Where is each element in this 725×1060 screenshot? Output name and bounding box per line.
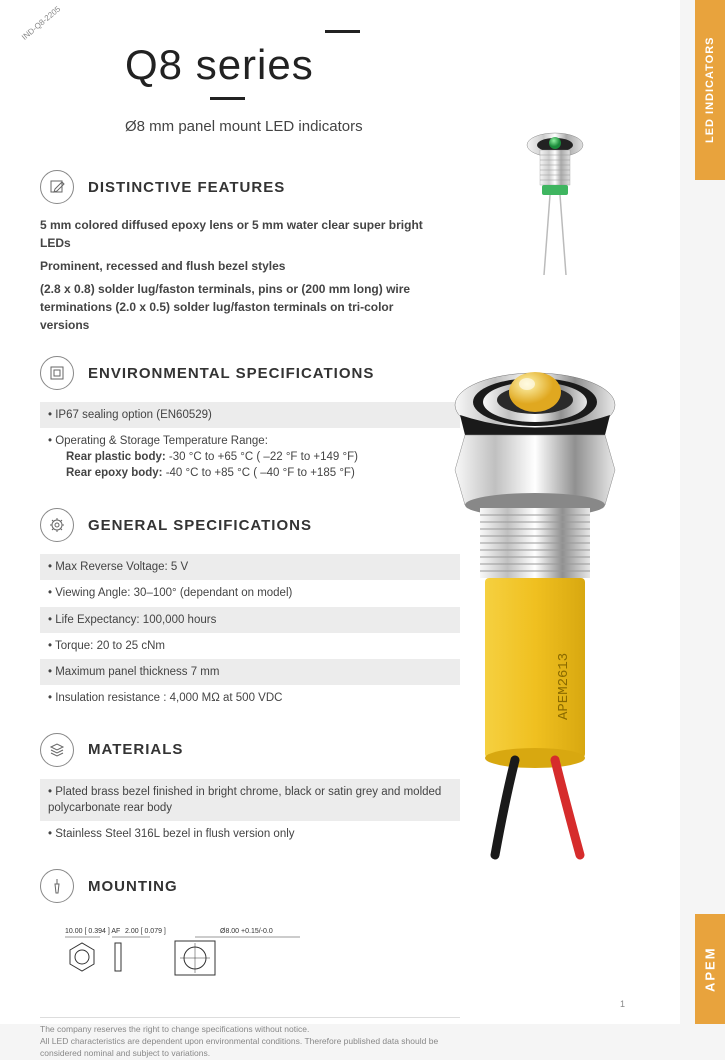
section-title: DISTINCTIVE FEATURES bbox=[88, 179, 285, 196]
spec-value: -30 °C to +65 °C ( –22 °F to +149 °F) bbox=[169, 451, 358, 463]
spec-line: • Operating & Storage Temperature Range:… bbox=[40, 428, 460, 486]
page-number: 1 bbox=[620, 999, 625, 1009]
edit-icon bbox=[40, 170, 74, 204]
spec-line: • Plated brass bezel finished in bright … bbox=[40, 779, 460, 821]
dim-text: Ø8.00 +0.15/-0.0 bbox=[220, 928, 273, 935]
spec-line: • Torque: 20 to 25 cNm bbox=[40, 633, 460, 659]
spec-line: • Viewing Angle: 30–100° (dependant on m… bbox=[40, 580, 460, 606]
spec-line: • Max Reverse Voltage: 5 V bbox=[40, 554, 460, 580]
product-image-green-led bbox=[500, 120, 610, 280]
title-rule bbox=[325, 30, 360, 33]
spec-value: -40 °C to +85 °C ( –40 °F to +185 °F) bbox=[166, 467, 355, 479]
svg-text:APEM2613: APEM2613 bbox=[556, 653, 572, 720]
screwdriver-icon bbox=[40, 869, 74, 903]
spec-line: • IP67 sealing option (EN60529) bbox=[40, 402, 460, 428]
section-title: GENERAL SPECIFICATIONS bbox=[88, 517, 312, 534]
section-title: MOUNTING bbox=[88, 878, 178, 895]
dim-text: 2.00 [ 0.079 ] bbox=[125, 928, 166, 935]
sidebar: LED INDICATORS APEM bbox=[680, 0, 725, 1024]
feature-line: 5 mm colored diffused epoxy lens or 5 mm… bbox=[40, 216, 440, 252]
datasheet-page: IND-Q8-2205 Q8 series Ø8 mm panel mount … bbox=[0, 0, 680, 1024]
document-code: IND-Q8-2205 bbox=[20, 4, 62, 41]
spec-line: • Insulation resistance : 4,000 MΩ at 50… bbox=[40, 685, 460, 711]
spec-line: • Life Expectancy: 100,000 hours bbox=[40, 607, 460, 633]
footnote-line: The company reserves the right to change… bbox=[40, 1024, 460, 1036]
footnote-line: All LED characteristics are dependent up… bbox=[40, 1036, 460, 1060]
sidebar-category: LED INDICATORS bbox=[695, 0, 725, 180]
spec-label: Rear epoxy body: bbox=[66, 467, 163, 479]
section-header: MOUNTING bbox=[40, 869, 640, 903]
spec-line: • Maximum panel thickness 7 mm bbox=[40, 659, 460, 685]
product-image-yellow-led: APEM2613 bbox=[445, 360, 625, 860]
spec-line: • Stainless Steel 316L bezel in flush ve… bbox=[40, 821, 460, 847]
page-title: Q8 series bbox=[125, 41, 640, 89]
layers-icon bbox=[40, 733, 74, 767]
sidebar-brand: APEM bbox=[695, 914, 725, 1024]
section-title: ENVIRONMENTAL SPECIFICATIONS bbox=[88, 365, 374, 382]
feature-line: (2.8 x 0.8) solder lug/faston terminals,… bbox=[40, 280, 440, 334]
spec-sub: Rear plastic body: -30 °C to +65 °C ( –2… bbox=[48, 451, 358, 463]
spec-text: • Operating & Storage Temperature Range: bbox=[48, 435, 268, 447]
section-mounting: MOUNTING 10.00 [ 0.394 ] AF 2.00 [ 0.079… bbox=[40, 869, 640, 995]
square-icon bbox=[40, 356, 74, 390]
gear-icon bbox=[40, 508, 74, 542]
dim-text: 10.00 [ 0.394 ] AF bbox=[65, 928, 120, 935]
title-rule bbox=[210, 97, 245, 100]
spec-label: Rear plastic body: bbox=[66, 451, 166, 463]
feature-text: 5 mm colored diffused epoxy lens or 5 mm… bbox=[40, 216, 440, 334]
spec-sub: Rear epoxy body: -40 °C to +85 °C ( –40 … bbox=[48, 467, 355, 479]
mounting-diagram: 10.00 [ 0.394 ] AF 2.00 [ 0.079 ] Ø8.00 … bbox=[40, 915, 320, 995]
feature-line: Prominent, recessed and flush bezel styl… bbox=[40, 257, 440, 275]
section-title: MATERIALS bbox=[88, 741, 183, 758]
